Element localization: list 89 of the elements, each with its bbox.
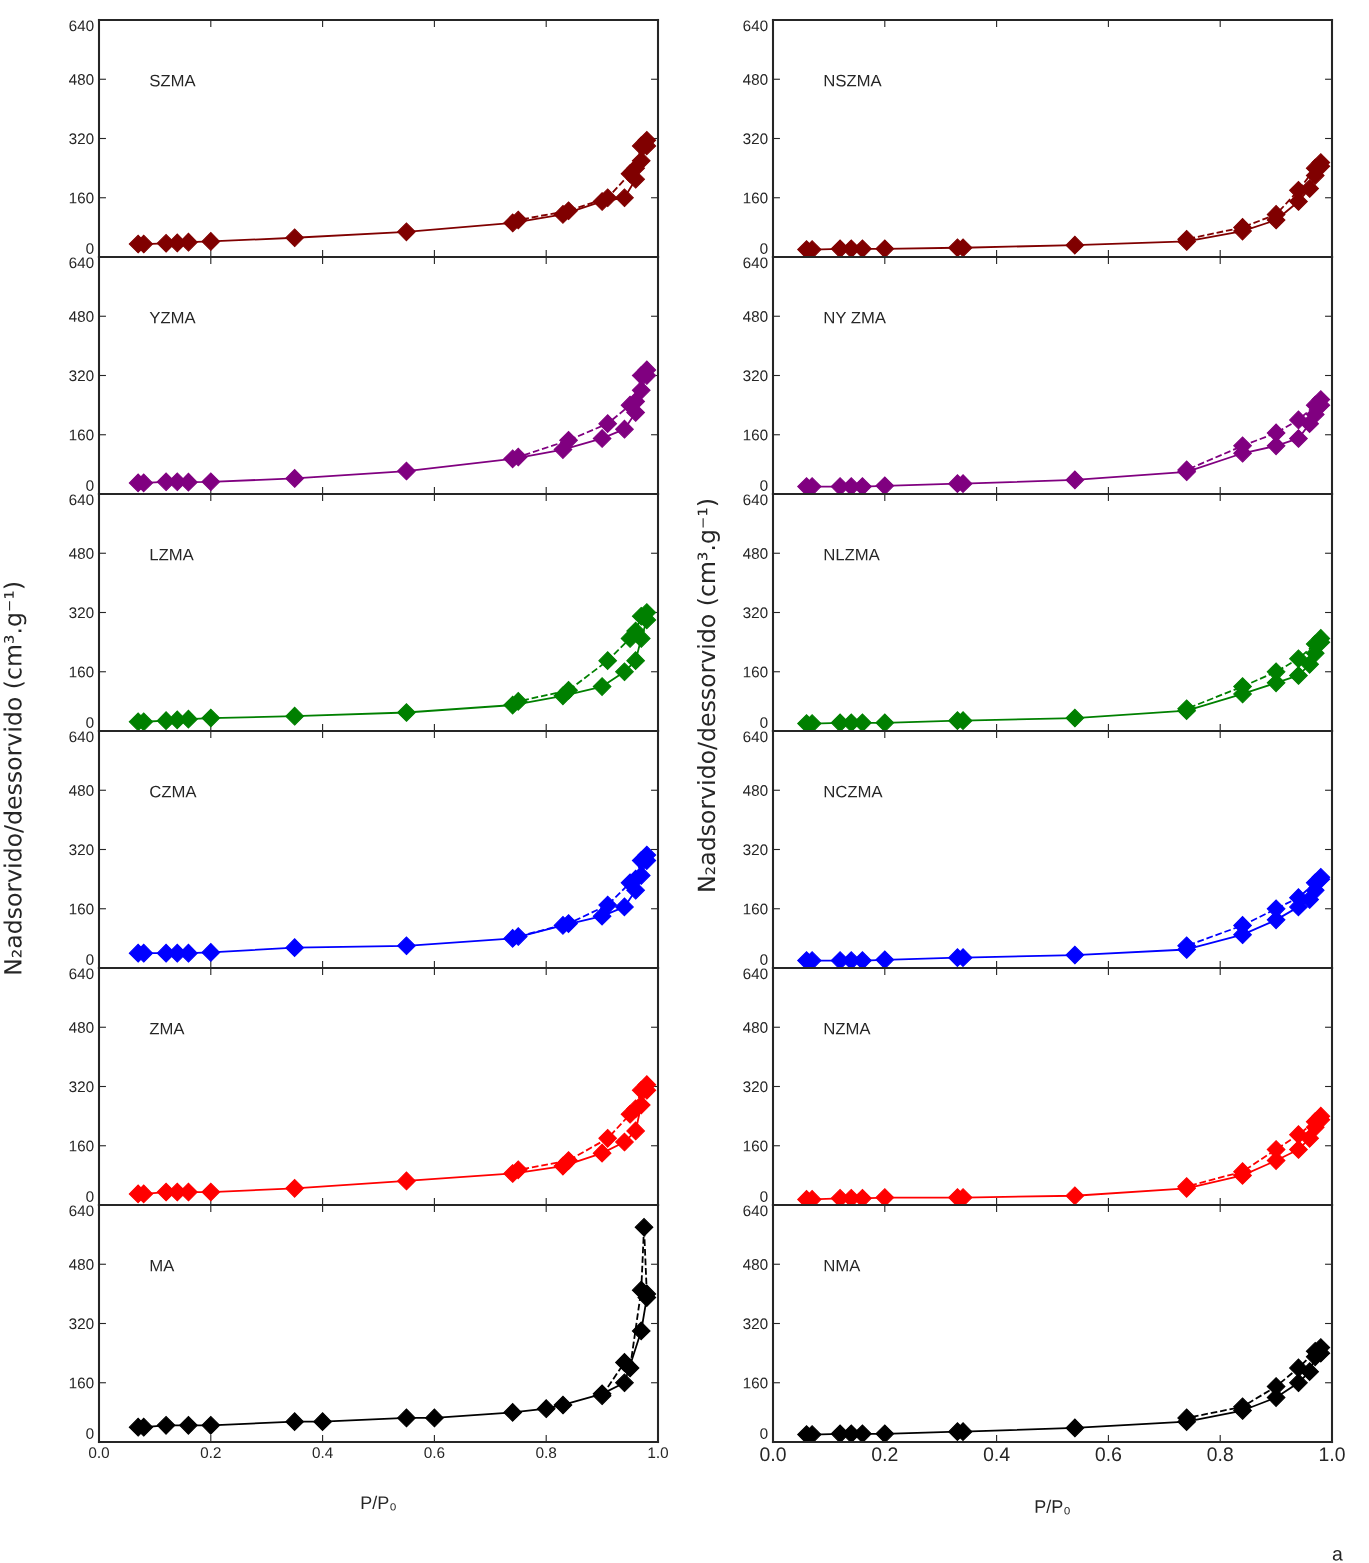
x-tick-label: 0.6 bbox=[424, 1447, 445, 1459]
x-axis-title: P/P₀ bbox=[361, 1495, 396, 1511]
x-tick-label: 0.8 bbox=[536, 1447, 557, 1459]
y-tick-label: 0 bbox=[760, 480, 768, 491]
x-tick-label: 0.2 bbox=[200, 1447, 221, 1459]
y-tick-label: 640 bbox=[743, 257, 768, 269]
y-tick-label: 0 bbox=[86, 243, 94, 254]
y-tick-label: 480 bbox=[69, 548, 94, 559]
y-tick-label: 640 bbox=[743, 968, 768, 980]
y-tick-label: 320 bbox=[743, 370, 768, 382]
x-tick-label: 0.2 bbox=[872, 1447, 898, 1462]
y-tick-label: 160 bbox=[743, 192, 768, 204]
y-tick-label: 0 bbox=[86, 717, 94, 728]
x-axis-title: P/P₀ bbox=[1035, 1499, 1070, 1515]
y-tick-label: 320 bbox=[69, 133, 94, 145]
annotation: NY ZMA bbox=[824, 311, 886, 324]
y-tick-label: 640 bbox=[69, 968, 94, 980]
annotation: MA bbox=[150, 1259, 175, 1272]
y-tick-label: 480 bbox=[743, 1259, 768, 1270]
y-tick-label: 320 bbox=[743, 133, 768, 145]
y-tick-label: 480 bbox=[69, 1259, 94, 1270]
y-tick-label: 640 bbox=[743, 1205, 768, 1217]
x-tick-label: 0.6 bbox=[1095, 1447, 1122, 1462]
y-tick-label: 160 bbox=[743, 903, 768, 915]
y-tick-label: 320 bbox=[69, 844, 94, 856]
y-tick-label: 320 bbox=[69, 607, 94, 619]
y-tick-label: 160 bbox=[69, 429, 94, 441]
y-tick-label: 640 bbox=[69, 1205, 94, 1217]
annotation: SZMA bbox=[150, 74, 196, 87]
y-tick-label: 160 bbox=[743, 1377, 768, 1389]
y-tick-label: 640 bbox=[69, 494, 94, 506]
y-tick-label: 480 bbox=[69, 311, 94, 322]
annotation: NCZMA bbox=[824, 785, 883, 798]
annotation: ZMA bbox=[149, 1022, 185, 1035]
y-tick-label: 160 bbox=[743, 666, 768, 678]
y-tick-label: 640 bbox=[69, 731, 94, 743]
y-tick-label: 0 bbox=[86, 1428, 94, 1439]
y-tick-label: 0 bbox=[86, 1191, 94, 1202]
y-tick-label: 160 bbox=[69, 903, 94, 915]
annotation: NMA bbox=[824, 1259, 861, 1272]
y-tick-label: 160 bbox=[69, 1377, 94, 1389]
y-tick-label: 480 bbox=[69, 785, 94, 796]
x-tick-label: 0.0 bbox=[88, 1447, 110, 1459]
y-tick-label: 160 bbox=[743, 1140, 768, 1152]
y-tick-label: 640 bbox=[69, 257, 94, 269]
annotation: YZMA bbox=[149, 311, 196, 324]
y-tick-label: 320 bbox=[69, 1318, 94, 1330]
y-tick-label: 160 bbox=[69, 666, 94, 678]
y-tick-label: 480 bbox=[69, 74, 94, 85]
y-tick-label: 160 bbox=[743, 429, 768, 441]
y-tick-label: 640 bbox=[743, 20, 768, 32]
y-tick-label: 320 bbox=[743, 607, 768, 619]
x-tick-label: 1.0 bbox=[648, 1447, 669, 1459]
y-tick-label: 640 bbox=[743, 494, 768, 506]
x-tick-label: 1.0 bbox=[1319, 1447, 1345, 1462]
y-tick-label: 640 bbox=[69, 20, 94, 32]
y-tick-label: 320 bbox=[69, 370, 94, 382]
y-tick-label: 0 bbox=[760, 243, 768, 254]
y-tick-label: 480 bbox=[743, 311, 768, 322]
y-tick-label: 0 bbox=[760, 954, 768, 965]
y-tick-label: 0 bbox=[760, 1428, 768, 1439]
text: a bbox=[1332, 1550, 1343, 1561]
y-tick-label: 0 bbox=[86, 480, 94, 491]
annotation: CZMA bbox=[150, 785, 197, 798]
y-tick-label: 480 bbox=[743, 74, 768, 85]
y-tick-label: 480 bbox=[743, 548, 768, 559]
y-tick-label: 320 bbox=[69, 1081, 94, 1093]
y-tick-label: 0 bbox=[86, 954, 94, 965]
annotation: NLZMA bbox=[824, 548, 880, 561]
y-tick-label: 320 bbox=[743, 1318, 768, 1330]
x-tick-label: 0.4 bbox=[312, 1447, 333, 1459]
y-tick-label: 480 bbox=[743, 1022, 768, 1033]
y-tick-label: 480 bbox=[69, 1022, 94, 1033]
y-axis-title: N₂adsorvido/dessorvido (cm³.g⁻¹) bbox=[3, 582, 27, 974]
y-tick-label: 160 bbox=[69, 192, 94, 204]
y-tick-label: 320 bbox=[743, 1081, 768, 1093]
x-tick-label: 0.0 bbox=[760, 1447, 786, 1462]
y-axis-title: N₂adsorvido/dessorvido (cm³.g⁻¹) bbox=[697, 499, 720, 891]
annotation: NZMA bbox=[824, 1022, 871, 1035]
annotation: LZMA bbox=[150, 548, 194, 561]
x-tick-label: 0.4 bbox=[983, 1447, 1010, 1462]
x-tick-label: 0.8 bbox=[1207, 1447, 1233, 1462]
y-tick-label: 320 bbox=[743, 844, 768, 856]
y-tick-label: 640 bbox=[743, 731, 768, 743]
y-tick-label: 480 bbox=[743, 785, 768, 796]
y-tick-label: 0 bbox=[760, 717, 768, 728]
y-tick-label: 160 bbox=[69, 1140, 94, 1152]
y-tick-label: 0 bbox=[760, 1191, 768, 1202]
annotation: NSZMA bbox=[824, 74, 882, 87]
